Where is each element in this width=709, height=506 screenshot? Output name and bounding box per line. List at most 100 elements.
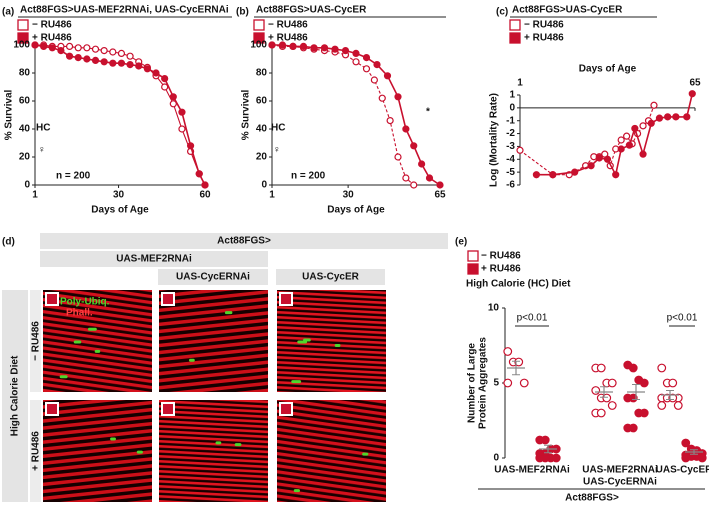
stain-label: Phall.: [66, 308, 93, 319]
legend-label: − RU486: [32, 20, 72, 31]
data-point: [657, 363, 667, 373]
data-point: [186, 142, 195, 150]
y-tick-label: -1: [506, 115, 515, 126]
aggregate-speck: [188, 358, 195, 362]
data-point: [362, 53, 371, 62]
data-point: [668, 378, 678, 388]
data-point: [672, 113, 680, 121]
data-point: [31, 41, 39, 49]
data-point: [540, 453, 550, 463]
x-tick-label: UAS-MEF2RNAi: [582, 465, 658, 476]
data-point: [310, 44, 318, 52]
data-point: [425, 174, 434, 182]
legend-swatch: [509, 32, 521, 44]
y-tick-label: 100: [250, 40, 267, 51]
y-tick-label: 20: [19, 152, 31, 163]
data-point: [623, 132, 631, 140]
data-point: [370, 76, 378, 84]
x-axis-label: Days of Age: [327, 205, 385, 216]
data-point: [681, 453, 691, 463]
aggregate-speck: [362, 452, 369, 456]
data-point: [109, 48, 117, 56]
data-point: [100, 46, 108, 55]
data-point: [178, 125, 186, 133]
chart-title: Act88FGS>UAS-MEF2RNAi, UAS-CycERNAi: [20, 5, 229, 16]
data-point: [657, 401, 667, 410]
data-point: [519, 378, 529, 388]
micrograph-image: [277, 290, 386, 392]
data-point: [514, 357, 524, 367]
y-tick-label: 40: [19, 124, 31, 135]
y-tick-label: 60: [19, 96, 31, 107]
data-point: [596, 408, 606, 418]
data-point: [91, 56, 100, 65]
y-axis-label: Protein Aggregates: [478, 337, 489, 429]
column-label-box: [158, 269, 268, 285]
data-point: [639, 408, 649, 418]
annotation: p<0.01: [517, 313, 548, 324]
data-point: [352, 49, 360, 58]
header-label-box: [40, 233, 448, 249]
y-tick-label: 40: [256, 124, 268, 135]
aggregate-speck: [73, 340, 82, 344]
y-tick-label: 0: [493, 453, 499, 464]
annotation: *: [426, 107, 430, 118]
column-label: UAS-CycERNAi: [176, 272, 250, 283]
header-label: Act88FGS>: [217, 236, 271, 247]
chart-subtitle: High Calorie (HC) Diet: [466, 279, 571, 290]
data-point: [571, 168, 579, 176]
y-axis-label: % Survival: [4, 89, 15, 140]
data-point: [57, 46, 65, 55]
row-box: [30, 290, 41, 392]
aggregate-speck: [136, 450, 143, 454]
x-tick-label: 60: [199, 190, 211, 201]
chart-title: Act88FGS>UAS-CycER: [256, 5, 367, 16]
annotation: p<0.01: [667, 313, 698, 324]
annotation: n = 200: [291, 171, 326, 182]
y-tick-label: 80: [256, 68, 268, 79]
data-point: [596, 363, 606, 373]
data-point: [152, 69, 160, 77]
y-tick-label: -4: [506, 154, 515, 165]
data-point: [688, 90, 696, 98]
legend-label: − RU486: [481, 251, 521, 262]
panel-label: (a): [2, 7, 14, 18]
data-point: [117, 49, 126, 58]
data-point: [595, 154, 603, 162]
legend-label: − RU486: [524, 20, 564, 31]
data-point: [617, 136, 625, 144]
data-point: [418, 160, 426, 168]
data-point: [697, 453, 707, 463]
data-point: [612, 171, 620, 179]
y-tick-label: 10: [488, 303, 500, 314]
data-point: [503, 347, 513, 356]
data-point: [161, 74, 169, 83]
legend-label: + RU486: [32, 33, 72, 44]
diet-label: High Calorie Diet: [10, 355, 21, 436]
data-point: [410, 142, 418, 150]
data-point: [607, 378, 617, 388]
condition-marker: [279, 402, 293, 416]
data-point: [117, 59, 126, 67]
x-axis-label: Act88FGS>: [565, 493, 619, 504]
data-point: [639, 150, 647, 158]
legend-swatch: [253, 32, 265, 44]
aggregate-speck: [224, 311, 233, 315]
x-tick-label: 30: [113, 190, 125, 201]
aggregate-speck: [291, 380, 302, 384]
panel-label: (c): [496, 7, 508, 18]
data-point: [299, 42, 308, 51]
data-point: [639, 122, 647, 130]
data-point: [532, 171, 541, 179]
data-point: [655, 114, 664, 122]
aggregate-speck: [215, 441, 222, 445]
data-point: [436, 181, 444, 189]
y-tick-label: -6: [506, 180, 515, 191]
column-label-box: [276, 269, 385, 285]
data-point: [549, 171, 557, 179]
y-tick-label: 20: [256, 152, 268, 163]
legend-label: − RU486: [268, 20, 308, 31]
chart-title: Act88FGS>UAS-CycER: [512, 5, 623, 16]
data-point: [65, 42, 74, 51]
data-point: [603, 155, 612, 163]
